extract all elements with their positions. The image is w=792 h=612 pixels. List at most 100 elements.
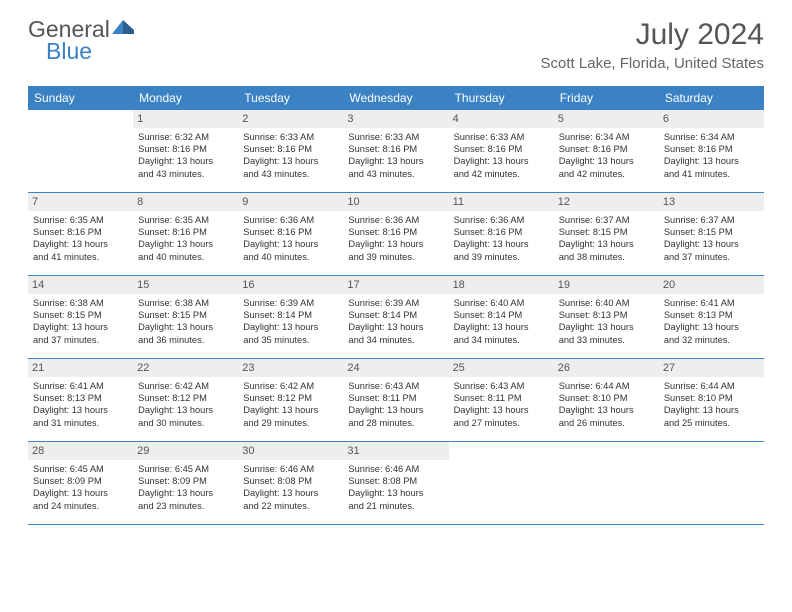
calendar-day: 26Sunrise: 6:44 AMSunset: 8:10 PMDayligh…: [554, 359, 659, 441]
calendar-day: 9Sunrise: 6:36 AMSunset: 8:16 PMDaylight…: [238, 193, 343, 275]
calendar-day: 13Sunrise: 6:37 AMSunset: 8:15 PMDayligh…: [659, 193, 764, 275]
day-number: 25: [449, 359, 554, 377]
day-detail-line: and 41 minutes.: [664, 168, 759, 180]
day-detail-line: and 27 minutes.: [454, 417, 549, 429]
day-detail-line: Sunset: 8:14 PM: [243, 309, 338, 321]
day-detail-line: Sunrise: 6:39 AM: [348, 297, 443, 309]
day-detail-line: Daylight: 13 hours: [138, 404, 233, 416]
brand-mark-icon: [112, 18, 134, 39]
day-detail-line: Sunrise: 6:33 AM: [454, 131, 549, 143]
day-detail-line: and 34 minutes.: [454, 334, 549, 346]
day-number: 26: [554, 359, 659, 377]
day-detail-line: and 43 minutes.: [348, 168, 443, 180]
day-header: Monday: [133, 86, 238, 110]
day-detail-line: Daylight: 13 hours: [138, 155, 233, 167]
day-detail-line: Sunset: 8:09 PM: [138, 475, 233, 487]
calendar-day: 1Sunrise: 6:32 AMSunset: 8:16 PMDaylight…: [133, 110, 238, 192]
day-detail-line: and 38 minutes.: [559, 251, 654, 263]
day-number: 4: [449, 110, 554, 128]
calendar-day: [554, 442, 659, 524]
day-detail-line: and 40 minutes.: [243, 251, 338, 263]
day-detail-line: Sunset: 8:12 PM: [138, 392, 233, 404]
day-detail-line: Sunset: 8:11 PM: [348, 392, 443, 404]
day-detail-line: and 22 minutes.: [243, 500, 338, 512]
calendar-day: 31Sunrise: 6:46 AMSunset: 8:08 PMDayligh…: [343, 442, 448, 524]
day-number: 7: [28, 193, 133, 211]
day-detail-line: and 25 minutes.: [664, 417, 759, 429]
day-detail-line: and 31 minutes.: [33, 417, 128, 429]
calendar-day: 15Sunrise: 6:38 AMSunset: 8:15 PMDayligh…: [133, 276, 238, 358]
day-number: 1: [133, 110, 238, 128]
calendar-day: 18Sunrise: 6:40 AMSunset: 8:14 PMDayligh…: [449, 276, 554, 358]
day-detail-line: Sunset: 8:16 PM: [454, 226, 549, 238]
day-detail-line: Daylight: 13 hours: [454, 321, 549, 333]
day-detail-line: Sunrise: 6:46 AM: [348, 463, 443, 475]
day-detail-line: Daylight: 13 hours: [138, 238, 233, 250]
day-number: 16: [238, 276, 343, 294]
day-detail-line: Daylight: 13 hours: [559, 321, 654, 333]
day-number: 30: [238, 442, 343, 460]
day-detail-line: and 34 minutes.: [348, 334, 443, 346]
day-detail-line: Daylight: 13 hours: [454, 155, 549, 167]
day-detail-line: Sunset: 8:16 PM: [138, 226, 233, 238]
day-detail-line: Sunset: 8:10 PM: [664, 392, 759, 404]
day-detail-line: and 36 minutes.: [138, 334, 233, 346]
calendar-week: 7Sunrise: 6:35 AMSunset: 8:16 PMDaylight…: [28, 193, 764, 276]
day-number: 8: [133, 193, 238, 211]
day-detail-line: and 37 minutes.: [33, 334, 128, 346]
day-detail-line: Sunrise: 6:36 AM: [454, 214, 549, 226]
day-header: Friday: [554, 86, 659, 110]
day-header: Wednesday: [343, 86, 448, 110]
day-number: 20: [659, 276, 764, 294]
calendar-day: 30Sunrise: 6:46 AMSunset: 8:08 PMDayligh…: [238, 442, 343, 524]
day-detail-line: and 43 minutes.: [243, 168, 338, 180]
day-detail-line: and 40 minutes.: [138, 251, 233, 263]
calendar-day: 7Sunrise: 6:35 AMSunset: 8:16 PMDaylight…: [28, 193, 133, 275]
calendar-day: 24Sunrise: 6:43 AMSunset: 8:11 PMDayligh…: [343, 359, 448, 441]
day-detail-line: Sunset: 8:16 PM: [138, 143, 233, 155]
day-detail-line: Daylight: 13 hours: [454, 238, 549, 250]
calendar-body: 1Sunrise: 6:32 AMSunset: 8:16 PMDaylight…: [28, 110, 764, 525]
day-detail-line: Sunrise: 6:46 AM: [243, 463, 338, 475]
day-detail-line: Sunset: 8:16 PM: [348, 226, 443, 238]
day-detail-line: Daylight: 13 hours: [664, 238, 759, 250]
calendar-day: 27Sunrise: 6:44 AMSunset: 8:10 PMDayligh…: [659, 359, 764, 441]
calendar-day: 10Sunrise: 6:36 AMSunset: 8:16 PMDayligh…: [343, 193, 448, 275]
day-detail-line: and 37 minutes.: [664, 251, 759, 263]
day-detail-line: Daylight: 13 hours: [33, 321, 128, 333]
calendar-day: 28Sunrise: 6:45 AMSunset: 8:09 PMDayligh…: [28, 442, 133, 524]
day-number: 24: [343, 359, 448, 377]
day-detail-line: Daylight: 13 hours: [138, 321, 233, 333]
day-detail-line: Daylight: 13 hours: [664, 155, 759, 167]
day-detail-line: Sunset: 8:14 PM: [454, 309, 549, 321]
day-detail-line: Sunrise: 6:38 AM: [138, 297, 233, 309]
day-header: Thursday: [449, 86, 554, 110]
day-detail-line: and 24 minutes.: [33, 500, 128, 512]
day-detail-line: and 42 minutes.: [559, 168, 654, 180]
day-number: 15: [133, 276, 238, 294]
day-detail-line: Daylight: 13 hours: [348, 155, 443, 167]
calendar-day: 12Sunrise: 6:37 AMSunset: 8:15 PMDayligh…: [554, 193, 659, 275]
day-detail-line: Sunrise: 6:43 AM: [454, 380, 549, 392]
day-number: 2: [238, 110, 343, 128]
day-detail-line: Sunset: 8:08 PM: [348, 475, 443, 487]
page-title: July 2024: [541, 18, 764, 51]
day-detail-line: and 35 minutes.: [243, 334, 338, 346]
calendar-day: 11Sunrise: 6:36 AMSunset: 8:16 PMDayligh…: [449, 193, 554, 275]
calendar-day: 14Sunrise: 6:38 AMSunset: 8:15 PMDayligh…: [28, 276, 133, 358]
day-number: 27: [659, 359, 764, 377]
day-number: 31: [343, 442, 448, 460]
day-detail-line: and 42 minutes.: [454, 168, 549, 180]
day-detail-line: Daylight: 13 hours: [559, 404, 654, 416]
calendar-day: 4Sunrise: 6:33 AMSunset: 8:16 PMDaylight…: [449, 110, 554, 192]
day-detail-line: Sunrise: 6:40 AM: [559, 297, 654, 309]
day-detail-line: Sunset: 8:12 PM: [243, 392, 338, 404]
day-detail-line: Sunset: 8:13 PM: [33, 392, 128, 404]
day-detail-line: Sunrise: 6:41 AM: [664, 297, 759, 309]
day-detail-line: Sunrise: 6:43 AM: [348, 380, 443, 392]
day-detail-line: Sunrise: 6:33 AM: [243, 131, 338, 143]
day-detail-line: Sunset: 8:15 PM: [33, 309, 128, 321]
day-detail-line: Daylight: 13 hours: [33, 487, 128, 499]
day-number: 13: [659, 193, 764, 211]
calendar-day: 21Sunrise: 6:41 AMSunset: 8:13 PMDayligh…: [28, 359, 133, 441]
